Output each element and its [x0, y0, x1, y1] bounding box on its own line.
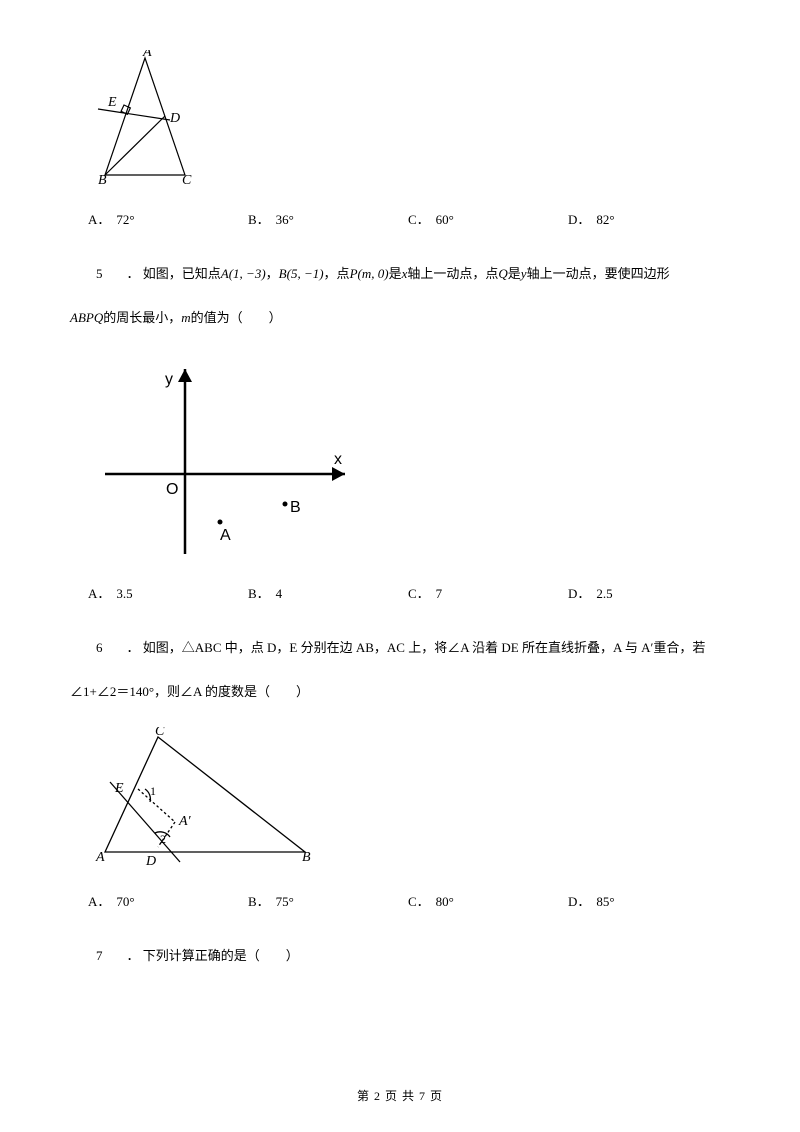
opt-value: 82° [596, 212, 614, 228]
q5-ptA: A(1, −3) [221, 266, 266, 281]
opt-value: 85° [596, 894, 614, 910]
q6-opt-A: A． 70° [88, 891, 248, 910]
opt-value: 70° [116, 894, 134, 910]
q6-label-B: B [302, 850, 311, 865]
opt-label: A． [88, 209, 110, 228]
q6-figure: C E A′ A D B 1 2 [90, 727, 730, 871]
q5-t5: 轴上一动点，要使四边形 [527, 266, 670, 281]
q5-axis-x: x [334, 451, 342, 468]
opt-value: 60° [436, 212, 454, 228]
q7-text: 7 ． 下列计算正确的是（ ） [70, 938, 730, 974]
q5-t1: 如图，已知点 [143, 266, 221, 281]
q5-t4: 是 [508, 266, 521, 281]
q5-figure: y x O A B [90, 354, 730, 563]
q5-dot: ． [127, 266, 140, 281]
q7-number: 7 [96, 948, 103, 963]
q6-opt-C: C． 80° [408, 891, 568, 910]
q5-opt-D: D． 2.5 [568, 583, 728, 602]
q5-options: A． 3.5 B． 4 C． 7 D． 2.5 [88, 583, 730, 602]
q4-options: A． 72° B． 36° C． 60° D． 82° [88, 209, 730, 228]
opt-label: D． [568, 209, 590, 228]
q6-angle-2: 2 [160, 832, 166, 846]
q5-m: m [181, 310, 190, 325]
opt-label: A． [88, 583, 110, 602]
q5-axes-svg: y x O A B [90, 354, 370, 559]
q6-text-line2: ∠1+∠2＝140°，则∠A 的度数是（ ） [70, 676, 730, 707]
q6-triangle-svg: C E A′ A D B 1 2 [90, 727, 320, 867]
q5-axis-y: y [165, 371, 173, 388]
q4-opt-B: B． 36° [248, 209, 408, 228]
q6-t1: 如图，△ABC 中，点 D，E 分别在边 AB，AC 上，将∠A 沿着 DE 所… [143, 640, 706, 655]
opt-label: D． [568, 891, 590, 910]
q4-label-D: D [169, 111, 180, 126]
q6-label-C: C [155, 727, 165, 739]
q4-opt-C: C． 60° [408, 209, 568, 228]
q6-label-E: E [114, 781, 124, 796]
q7-t: 下列计算正确的是（ ） [143, 948, 299, 963]
q5-t2: 是 [389, 266, 402, 281]
opt-label: B． [248, 209, 270, 228]
q5-opt-C: C． 7 [408, 583, 568, 602]
q5-Q: Q [498, 266, 507, 281]
q5-ABPQ: ABPQ [70, 310, 103, 325]
q6-t2: ∠1+∠2＝140°，则∠A 的度数是（ ） [70, 684, 309, 699]
q5-t3: 轴上一动点，点 [407, 266, 498, 281]
opt-value: 80° [436, 894, 454, 910]
opt-value: 4 [276, 586, 283, 602]
opt-value: 72° [116, 212, 134, 228]
q5-number: 5 [96, 266, 103, 281]
q6-number: 6 [96, 640, 103, 655]
q6-label-Ap: A′ [178, 814, 192, 829]
opt-label: D． [568, 583, 590, 602]
opt-label: C． [408, 209, 430, 228]
q4-opt-D: D． 82° [568, 209, 728, 228]
q5-text-line2: ABPQ的周长最小，m的值为（ ） [70, 302, 730, 333]
q4-label-C: C [182, 173, 192, 185]
q5-opt-A: A． 3.5 [88, 583, 248, 602]
opt-label: C． [408, 891, 430, 910]
opt-value: 36° [276, 212, 294, 228]
q5-ptP: P(m, 0) [350, 266, 389, 281]
q4-opt-A: A． 72° [88, 209, 248, 228]
q6-opt-D: D． 85° [568, 891, 728, 910]
q5-pt-A: A [220, 527, 231, 544]
q5-t6: 的周长最小， [103, 310, 181, 325]
opt-label: C． [408, 583, 430, 602]
q4-triangle-svg: A E D B C [90, 50, 210, 185]
opt-value: 7 [436, 586, 443, 602]
q5-text: 5． 如图，已知点A(1, −3)，B(5, −1)，点P(m, 0)是x轴上一… [70, 256, 730, 292]
q4-figure: A E D B C [90, 50, 730, 189]
q5-origin: O [166, 481, 178, 498]
opt-value: 75° [276, 894, 294, 910]
q5-pt-B: B [290, 499, 301, 516]
q5-c2: ，点 [324, 266, 350, 281]
page-footer: 第 2 页 共 7 页 [0, 1087, 800, 1104]
opt-value: 2.5 [596, 586, 612, 602]
q6-text: 6 ． 如图，△ABC 中，点 D，E 分别在边 AB，AC 上，将∠A 沿着 D… [70, 630, 730, 666]
q6-dot: ． [127, 640, 140, 655]
q6-angle-1: 1 [150, 784, 156, 798]
q7-dot: ． [127, 948, 140, 963]
q5-ptB: B(5, −1) [279, 266, 324, 281]
q5-c1: ， [266, 266, 279, 281]
q6-opt-B: B． 75° [248, 891, 408, 910]
opt-label: B． [248, 583, 270, 602]
q4-label-B: B [98, 173, 107, 185]
q4-label-A: A [142, 50, 152, 60]
q5-t7: 的值为（ ） [191, 310, 282, 325]
q5-opt-B: B． 4 [248, 583, 408, 602]
q6-label-A: A [95, 850, 105, 865]
q6-options: A． 70° B． 75° C． 80° D． 85° [88, 891, 730, 910]
opt-label: B． [248, 891, 270, 910]
q6-label-D: D [145, 854, 156, 867]
q4-label-E: E [107, 95, 117, 110]
opt-label: A． [88, 891, 110, 910]
opt-value: 3.5 [116, 586, 132, 602]
